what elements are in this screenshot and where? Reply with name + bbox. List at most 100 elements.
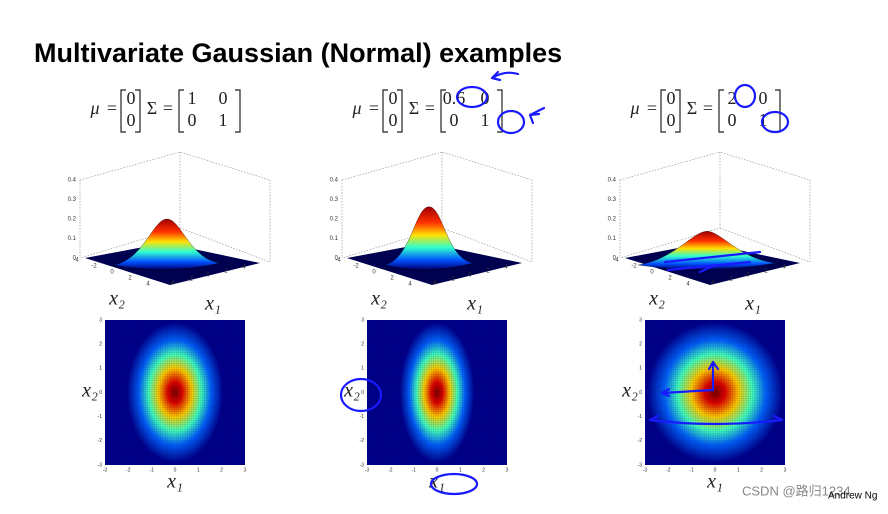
y-tick-label: 2 [361,341,364,347]
y-tick-label: 2 [128,276,132,282]
handwritten-annotations [339,70,790,496]
equals: = [703,98,713,118]
y-tick-label: 2 [668,276,672,282]
x-tick-label: 1 [197,467,200,473]
x-tick-label: 2 [486,269,490,275]
x-tick-label: 4 [504,265,508,271]
axis-label: x₁ [466,293,483,315]
mu-value: 0 [389,110,398,130]
x-tick-label: 0 [206,273,210,279]
sigma-value: 2 [728,88,737,108]
sigma-value: 0 [219,88,228,108]
axis-label: x₁ [204,293,221,315]
z-tick-label: 0.3 [608,197,617,203]
bracket [135,89,141,133]
y-tick-label: 4 [686,282,690,288]
x-tick-label: -1 [149,467,154,473]
bracket [382,89,388,133]
y-tick-label: 0 [639,390,642,396]
x-tick-label: -4 [431,281,437,287]
x-tick-label: 4 [782,265,786,271]
sigma-symbol: Σ [147,98,157,118]
sigma-value: 1 [481,110,490,130]
y-tick-label: -4 [335,258,341,264]
x-tick-label: -2 [187,277,193,283]
bracket [120,89,126,133]
x-tick-label: 0 [436,467,439,473]
y-tick-label: -2 [91,264,97,270]
x-tick-label: 2 [224,269,228,275]
x-tick-label: -2 [666,467,671,473]
bracket [718,89,724,133]
z-tick-label: 0.1 [68,236,77,242]
x-tick-label: -4 [169,281,175,287]
y-tick-label: -2 [360,438,365,444]
mu-symbol: μ [89,98,99,118]
slide-title: Multivariate Gaussian (Normal) examples [34,38,562,68]
y-tick-label: 2 [639,341,642,347]
y-tick-label: -3 [98,462,103,468]
x-tick-label: 0 [746,273,750,279]
bracket [178,89,184,133]
x-tick-label: -2 [388,467,393,473]
x-tick-label: -2 [126,467,131,473]
z-tick-label: 0 [73,256,77,262]
x-tick-label: 1 [737,467,740,473]
sigma-symbol: Σ [687,98,697,118]
y-tick-label: 4 [146,282,150,288]
x-tick-label: -3 [103,467,108,473]
x-tick-label: 4 [242,265,246,271]
y-tick-label: -4 [613,258,619,264]
heatmap-mesh [367,320,507,465]
equals: = [163,98,173,118]
x-tick-label: -1 [689,467,694,473]
y-tick-label: 1 [99,366,102,372]
equals: = [647,98,657,118]
x-tick-label: 3 [506,467,509,473]
z-tick-label: 0.3 [330,197,339,203]
y-tick-label: 0 [110,270,114,276]
y-tick-label: 2 [99,341,102,347]
mu-value: 0 [389,88,398,108]
axis-label: x₁ [706,471,723,493]
surface [113,218,221,270]
x-tick-label: 0 [174,467,177,473]
x-tick-label: 0 [468,273,472,279]
y-tick-label: -2 [638,438,643,444]
y-tick-label: 2 [390,276,394,282]
watermark: CSDN @路归1234 [742,483,851,498]
y-tick-label: 3 [361,317,364,323]
sigma-value: 0 [188,110,197,130]
axis-label: x₁ [166,471,183,493]
x-tick-label: 2 [764,269,768,275]
equals: = [107,98,117,118]
y-tick-label: -3 [360,462,365,468]
x-tick-label: -1 [411,467,416,473]
mu-value: 0 [127,110,136,130]
x-tick-label: -4 [709,281,715,287]
y-tick-label: 3 [99,317,102,323]
z-tick-label: 0.1 [608,236,617,242]
z-tick-label: 0 [613,256,617,262]
surface [384,206,474,270]
bracket [397,89,403,133]
z-tick-label: 0.2 [608,217,617,223]
z-tick-label: 0.3 [68,197,77,203]
axis-label: x₂ [108,288,125,310]
z-tick-label: 0.1 [330,236,339,242]
axis-label: x₂ [343,380,360,402]
sigma-value: 0 [450,110,459,130]
z-tick-label: 0.4 [68,178,77,184]
y-tick-label: 4 [408,282,412,288]
y-tick-label: -1 [638,414,643,420]
x-tick-label: -3 [365,467,370,473]
sigma-value: 1 [188,88,197,108]
y-tick-label: 1 [639,366,642,372]
axis-label: x₂ [648,288,665,310]
y-tick-label: 1 [361,366,364,372]
heatmap-mesh [105,320,245,465]
sigma-value: 0 [759,88,768,108]
x-tick-label: 2 [220,467,223,473]
bracket [497,89,503,133]
x-tick-label: 2 [760,467,763,473]
